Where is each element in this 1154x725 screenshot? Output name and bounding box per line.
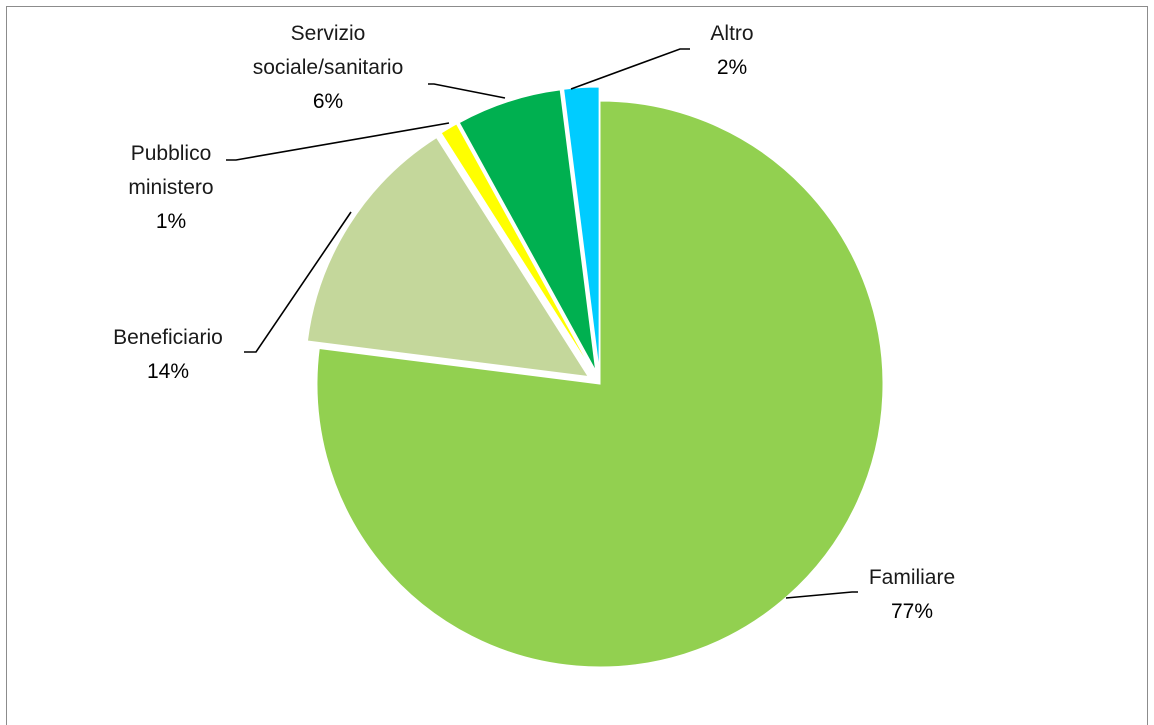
data-label-name-pubblico-ministero: ministero <box>128 176 213 199</box>
leader-line-servizio-sociale-sanitario <box>428 83 506 99</box>
pie-slice-pubblico-ministero <box>440 123 594 373</box>
data-label-value-servizio-sociale-sanitario: 6% <box>313 90 343 113</box>
data-label-name-pubblico-ministero: Pubblico <box>131 142 212 165</box>
leader-line-pubblico-ministero <box>226 122 450 161</box>
leader-line-altro <box>570 48 690 90</box>
data-label-name-altro: Altro <box>710 22 753 45</box>
data-label-value-beneficiario: 14% <box>147 360 189 383</box>
leader-line-familiare <box>785 591 858 599</box>
data-label-name-familiare: Familiare <box>869 566 955 589</box>
pie-slice-beneficiario <box>306 136 590 378</box>
pie-slice-altro <box>563 86 600 371</box>
data-label-name-beneficiario: Beneficiario <box>113 326 223 349</box>
data-label-name-servizio-sociale-sanitario: Servizio <box>291 22 366 45</box>
data-label-value-pubblico-ministero: 1% <box>156 210 186 233</box>
data-label-value-altro: 2% <box>717 56 747 79</box>
leader-line-beneficiario <box>244 211 352 353</box>
pie-slice-familiare <box>316 100 884 668</box>
data-label-value-familiare: 77% <box>891 600 933 623</box>
pie-slice-servizio-sociale-sanitario <box>458 89 597 371</box>
data-label-name-servizio-sociale-sanitario: sociale/sanitario <box>253 56 404 79</box>
